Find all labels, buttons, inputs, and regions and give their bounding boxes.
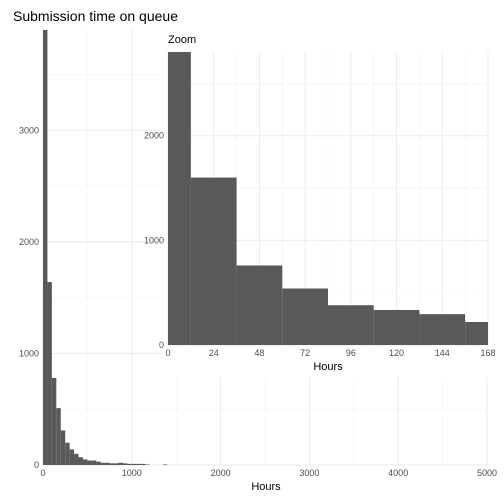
main-x-axis-label: Hours [251,481,281,493]
main-x-tick-label: 3000 [299,468,319,478]
main-chart-title: Submission time on queue [13,8,178,24]
main-bar [56,408,61,465]
main-bar [118,462,123,465]
main-bar [74,453,79,465]
main-bar [105,462,110,465]
main-x-tick-label: 4000 [388,468,408,478]
inset-x-tick-label: 168 [480,348,495,358]
inset-x-tick-label: 72 [300,348,310,358]
zoom-inset-panel: Zoom 0 1000 2000 0 24 48 72 96 120 144 168 Hours [144,30,496,377]
main-y-tick-label: 1000 [19,348,39,358]
main-x-tick-label: 1000 [122,468,142,478]
main-histogram-bars [43,30,168,465]
inset-y-tick-labels: 0 1000 2000 [144,131,164,350]
main-x-tick-label: 2000 [211,468,231,478]
main-bar [127,463,132,465]
main-bar [51,378,57,465]
main-bar [69,449,75,465]
inset-bar [236,265,283,345]
inset-bar [282,288,328,345]
inset-x-tick-label: 24 [209,348,219,358]
main-bar [47,282,52,465]
main-x-tick-labels: 0 1000 2000 3000 4000 5000 [40,468,497,478]
main-bar [60,430,66,465]
main-y-tick-label: 0 [34,460,39,470]
main-bar [114,463,119,465]
main-bar [43,30,48,465]
inset-bar [328,305,374,345]
main-y-tick-label: 2000 [19,237,39,247]
main-x-tick-label: 5000 [477,468,497,478]
inset-bar [373,309,420,345]
main-bar [82,459,88,465]
main-y-tick-label: 3000 [19,125,39,135]
main-bar [96,461,101,465]
main-bar [78,457,83,465]
inset-y-tick-label: 1000 [144,235,164,245]
inset-bar [419,314,466,345]
inset-x-tick-label: 96 [346,348,356,358]
main-bar [100,462,106,465]
inset-x-tick-label: 144 [435,348,450,358]
main-bar [162,464,168,465]
inset-x-tick-labels: 0 24 48 72 96 120 144 168 [165,348,495,358]
inset-bar [465,321,488,345]
main-y-tick-labels: 0 1000 2000 3000 [19,125,39,470]
main-bar [136,463,141,465]
main-bar [131,463,137,465]
inset-x-tick-label: 0 [165,348,170,358]
inset-x-tick-label: 120 [389,348,404,358]
inset-title: Zoom [168,34,196,46]
inset-bar [190,177,237,345]
inset-y-tick-label: 2000 [144,131,164,141]
main-bar [65,442,70,465]
inset-x-tick-label: 48 [254,348,264,358]
inset-histogram-bars [168,52,488,345]
inset-y-tick-label: 0 [159,340,164,350]
inset-x-axis-label: Hours [313,361,343,373]
main-bar [122,463,128,465]
main-bar [145,464,150,465]
main-bar [140,463,146,465]
inset-bar [168,52,191,345]
main-bar [87,460,92,465]
main-bar [109,463,115,465]
main-x-tick-label: 0 [40,468,45,478]
main-bar [91,460,97,465]
